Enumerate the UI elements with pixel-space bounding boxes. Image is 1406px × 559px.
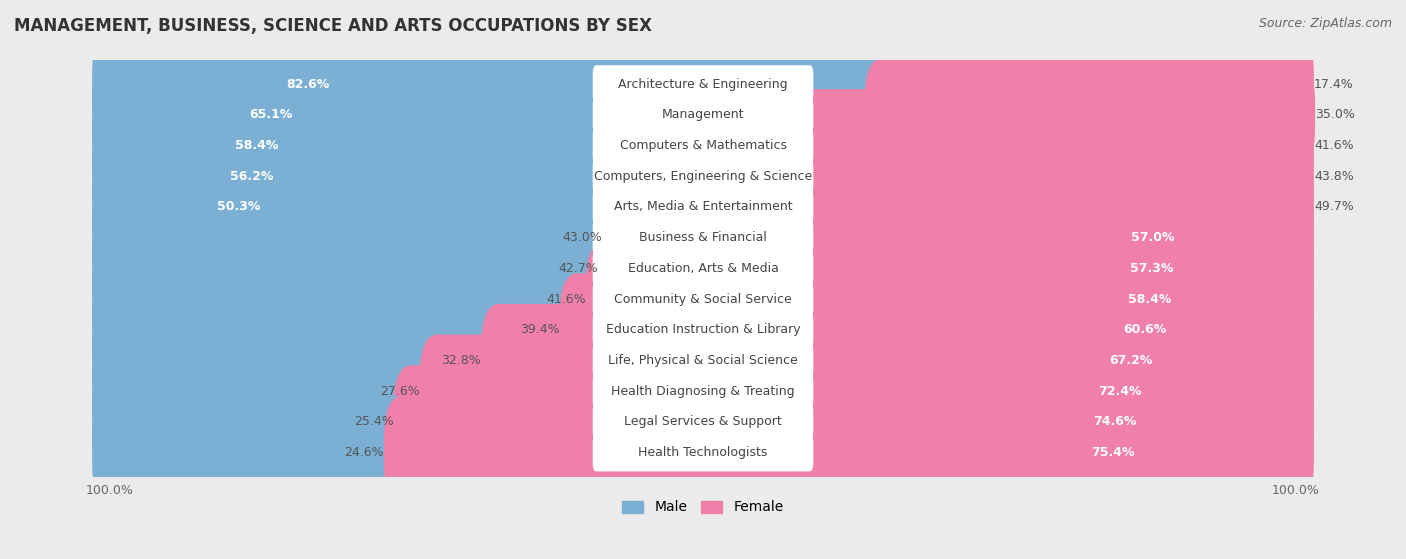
FancyBboxPatch shape xyxy=(593,188,813,226)
Text: Education Instruction & Library: Education Instruction & Library xyxy=(606,323,800,336)
Text: 57.3%: 57.3% xyxy=(1130,262,1174,275)
FancyBboxPatch shape xyxy=(593,219,813,257)
FancyBboxPatch shape xyxy=(93,150,1313,263)
Text: 35.0%: 35.0% xyxy=(1315,108,1355,121)
FancyBboxPatch shape xyxy=(93,150,724,263)
FancyBboxPatch shape xyxy=(593,96,813,134)
Text: Architecture & Engineering: Architecture & Engineering xyxy=(619,78,787,91)
Text: 17.4%: 17.4% xyxy=(1313,78,1354,91)
FancyBboxPatch shape xyxy=(93,273,595,386)
FancyBboxPatch shape xyxy=(93,365,1313,478)
Text: Health Technologists: Health Technologists xyxy=(638,446,768,459)
FancyBboxPatch shape xyxy=(593,157,813,195)
Text: 24.6%: 24.6% xyxy=(344,446,384,459)
FancyBboxPatch shape xyxy=(394,365,1313,478)
Text: 74.6%: 74.6% xyxy=(1094,415,1137,428)
Text: 82.6%: 82.6% xyxy=(287,78,329,91)
Text: 65.1%: 65.1% xyxy=(249,108,292,121)
Legend: Male, Female: Male, Female xyxy=(617,495,789,520)
Text: 50.3%: 50.3% xyxy=(218,201,260,214)
FancyBboxPatch shape xyxy=(384,396,1313,509)
FancyBboxPatch shape xyxy=(593,342,813,380)
FancyBboxPatch shape xyxy=(419,335,1313,448)
Text: 27.6%: 27.6% xyxy=(380,385,419,397)
FancyBboxPatch shape xyxy=(93,273,1313,386)
Text: Arts, Media & Entertainment: Arts, Media & Entertainment xyxy=(613,201,793,214)
FancyBboxPatch shape xyxy=(93,304,1313,417)
FancyBboxPatch shape xyxy=(593,65,813,103)
FancyBboxPatch shape xyxy=(93,181,638,294)
Text: 41.6%: 41.6% xyxy=(546,292,585,306)
Text: 39.4%: 39.4% xyxy=(520,323,560,336)
Text: 60.6%: 60.6% xyxy=(1123,323,1167,336)
Text: 67.2%: 67.2% xyxy=(1109,354,1153,367)
FancyBboxPatch shape xyxy=(593,249,813,287)
FancyBboxPatch shape xyxy=(93,335,1313,448)
FancyBboxPatch shape xyxy=(785,89,1313,202)
FancyBboxPatch shape xyxy=(560,273,1313,386)
Text: Community & Social Service: Community & Social Service xyxy=(614,292,792,306)
Text: MANAGEMENT, BUSINESS, SCIENCE AND ARTS OCCUPATIONS BY SEX: MANAGEMENT, BUSINESS, SCIENCE AND ARTS O… xyxy=(14,17,652,35)
Text: 58.4%: 58.4% xyxy=(235,139,278,152)
FancyBboxPatch shape xyxy=(602,181,1313,294)
FancyBboxPatch shape xyxy=(93,396,419,509)
Text: Life, Physical & Social Science: Life, Physical & Social Science xyxy=(609,354,797,367)
Text: Computers, Engineering & Science: Computers, Engineering & Science xyxy=(593,170,813,183)
FancyBboxPatch shape xyxy=(481,304,1313,417)
Text: Source: ZipAtlas.com: Source: ZipAtlas.com xyxy=(1258,17,1392,30)
FancyBboxPatch shape xyxy=(593,402,813,440)
FancyBboxPatch shape xyxy=(593,311,813,349)
FancyBboxPatch shape xyxy=(93,59,900,172)
FancyBboxPatch shape xyxy=(93,89,1313,202)
Text: 56.2%: 56.2% xyxy=(231,170,273,183)
FancyBboxPatch shape xyxy=(593,126,813,165)
FancyBboxPatch shape xyxy=(593,433,813,471)
Text: 43.0%: 43.0% xyxy=(562,231,602,244)
FancyBboxPatch shape xyxy=(93,181,1313,294)
Text: Business & Financial: Business & Financial xyxy=(640,231,766,244)
FancyBboxPatch shape xyxy=(93,365,429,478)
Text: 43.8%: 43.8% xyxy=(1313,170,1354,183)
FancyBboxPatch shape xyxy=(593,280,813,318)
FancyBboxPatch shape xyxy=(93,28,1313,141)
FancyBboxPatch shape xyxy=(759,120,1313,233)
FancyBboxPatch shape xyxy=(93,304,517,417)
FancyBboxPatch shape xyxy=(689,150,1313,263)
Text: 58.4%: 58.4% xyxy=(1128,292,1171,306)
FancyBboxPatch shape xyxy=(593,372,813,410)
FancyBboxPatch shape xyxy=(93,243,1313,356)
Text: Computers & Mathematics: Computers & Mathematics xyxy=(620,139,786,152)
FancyBboxPatch shape xyxy=(1071,28,1313,141)
Text: 25.4%: 25.4% xyxy=(354,415,394,428)
Text: Legal Services & Support: Legal Services & Support xyxy=(624,415,782,428)
Text: 75.4%: 75.4% xyxy=(1091,446,1135,459)
FancyBboxPatch shape xyxy=(93,28,1108,141)
Text: 72.4%: 72.4% xyxy=(1098,385,1142,397)
FancyBboxPatch shape xyxy=(93,212,1313,325)
Text: Management: Management xyxy=(662,108,744,121)
Text: Education, Arts & Media: Education, Arts & Media xyxy=(627,262,779,275)
FancyBboxPatch shape xyxy=(599,212,1313,325)
FancyBboxPatch shape xyxy=(93,89,821,202)
FancyBboxPatch shape xyxy=(93,335,456,448)
Text: 42.7%: 42.7% xyxy=(558,262,599,275)
Text: Health Diagnosing & Treating: Health Diagnosing & Treating xyxy=(612,385,794,397)
FancyBboxPatch shape xyxy=(93,212,634,325)
FancyBboxPatch shape xyxy=(93,120,1313,233)
FancyBboxPatch shape xyxy=(585,243,1313,356)
Text: 49.7%: 49.7% xyxy=(1313,201,1354,214)
FancyBboxPatch shape xyxy=(93,243,621,356)
FancyBboxPatch shape xyxy=(93,396,1313,509)
Text: 41.6%: 41.6% xyxy=(1313,139,1354,152)
FancyBboxPatch shape xyxy=(93,120,794,233)
Text: 32.8%: 32.8% xyxy=(441,354,481,367)
Text: 57.0%: 57.0% xyxy=(1130,231,1174,244)
FancyBboxPatch shape xyxy=(865,59,1315,172)
FancyBboxPatch shape xyxy=(93,59,1313,172)
